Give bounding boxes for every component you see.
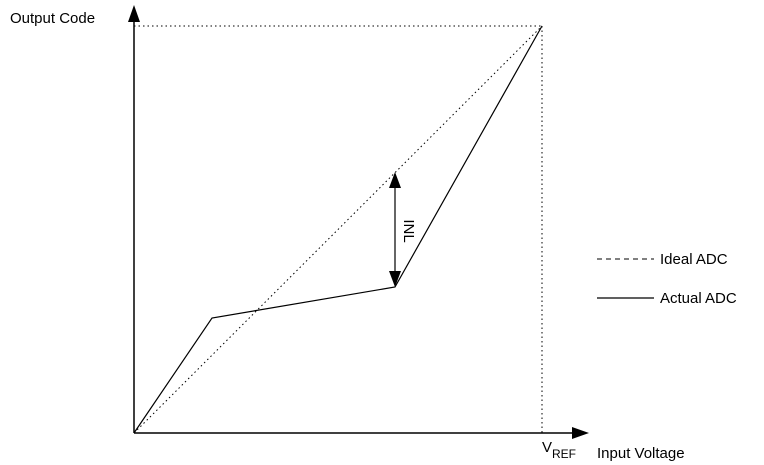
inl-label: INL [400,219,417,242]
x-axis-label: Input Voltage [597,445,685,462]
inl-arrow-top-head [389,172,401,188]
y-axis-label: Output Code [10,10,95,27]
vref-label-sub: REF [552,447,576,461]
ideal-adc-line [133,25,543,434]
y-axis-arrow [128,5,140,22]
x-axis-arrow [572,427,589,439]
inl-arrow-bottom-head [389,271,401,287]
legend-ideal-label: Ideal ADC [660,251,728,268]
legend-actual-label: Actual ADC [660,290,737,307]
vref-label: VREF [542,439,576,461]
vref-label-main: V [542,439,552,456]
actual-adc-line [133,25,543,434]
